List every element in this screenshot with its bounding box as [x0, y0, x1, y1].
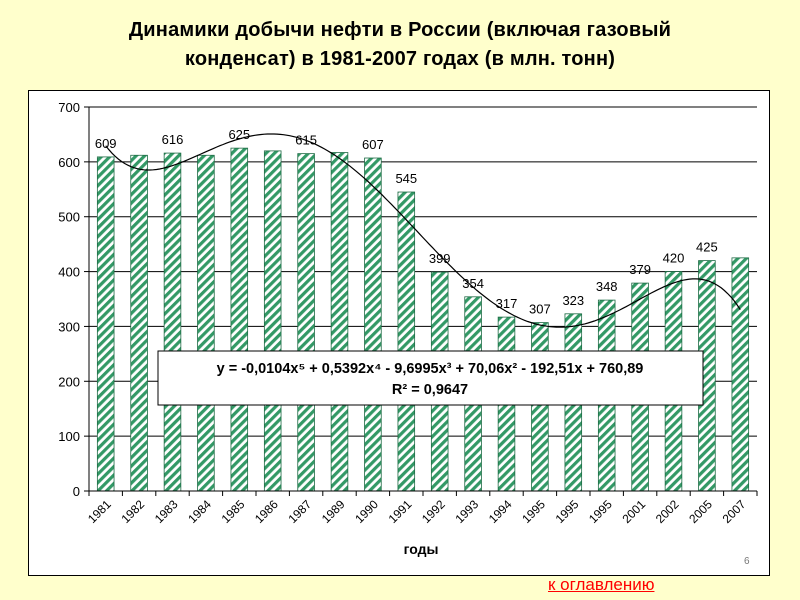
- x-tick-label: 1995: [586, 497, 615, 526]
- data-label: 399: [429, 251, 451, 266]
- y-tick-label: 300: [58, 319, 80, 334]
- page-title: Динамики добычи нефти в России (включая …: [0, 16, 800, 74]
- x-tick-label: 2002: [653, 497, 682, 526]
- title-line-1: Динамики добычи нефти в России (включая …: [128, 19, 672, 41]
- bar: [163, 152, 182, 492]
- bar: [731, 257, 750, 492]
- x-tick-label: 2007: [720, 497, 749, 526]
- x-tick-label: 2005: [686, 497, 715, 526]
- bar: [330, 152, 349, 492]
- data-label: 625: [228, 127, 250, 142]
- x-tick-label: 1987: [285, 497, 314, 526]
- x-tick-label: 1981: [85, 497, 114, 526]
- trendline-equation-box: [157, 350, 704, 406]
- chart-frame: 0 100 200 300 400 500 600 700 1981 1982 1983 1984 19…: [28, 90, 770, 576]
- x-tick-label: 1990: [352, 497, 381, 526]
- y-tick-label: 400: [58, 265, 80, 280]
- trendline: [105, 133, 741, 328]
- y-tick-label: 700: [58, 100, 80, 115]
- x-tick-label: 1991: [386, 497, 415, 526]
- y-tick-label: 100: [58, 429, 80, 444]
- y-tick-label: 600: [58, 155, 80, 170]
- data-label: 379: [629, 262, 651, 277]
- y-tick-label: 200: [58, 374, 80, 389]
- y-tick-label: 0: [73, 484, 80, 499]
- bar: [397, 191, 416, 492]
- data-label: 354: [462, 276, 484, 291]
- x-tick-label: 1989: [319, 497, 348, 526]
- x-tick-label: 2001: [619, 497, 648, 526]
- data-label: 425: [696, 240, 718, 255]
- bar: [96, 156, 115, 492]
- table-of-contents-link[interactable]: к оглавлению: [548, 575, 655, 594]
- bar: [130, 154, 148, 492]
- x-tick-label: 1992: [419, 497, 448, 526]
- trendline-r-squared: R² = 0,9647: [392, 382, 468, 398]
- data-label: 420: [663, 251, 685, 266]
- bar: [364, 157, 382, 492]
- data-label: 607: [362, 137, 384, 152]
- data-label: 307: [529, 302, 551, 317]
- data-label: 545: [395, 171, 417, 186]
- x-tick-label: 1985: [219, 497, 248, 526]
- x-tick-label: 1984: [185, 497, 214, 526]
- bar: [263, 150, 282, 492]
- y-tick-label: 500: [58, 210, 80, 225]
- x-axis-title: годы: [404, 541, 439, 557]
- x-tick-label: 1983: [152, 497, 181, 526]
- bar: [297, 153, 315, 492]
- bar: [531, 322, 549, 492]
- x-tick-label: 1986: [252, 497, 281, 526]
- x-tick-label: 1995: [553, 497, 582, 526]
- x-tick-label: 1993: [452, 497, 481, 526]
- x-tick-label: 1995: [519, 497, 548, 526]
- page-number: 6: [744, 556, 750, 567]
- data-label: 317: [496, 296, 518, 311]
- title-line-2: конденсат) в 1981-2007 годах (в млн. тон…: [184, 48, 616, 70]
- data-label: 609: [95, 136, 117, 151]
- x-tick-label: 1982: [118, 497, 147, 526]
- x-tick-label: 1994: [486, 497, 515, 526]
- trendline-equation: y = -0,0104x⁵ + 0,5392x⁴ - 9,6995x³ + 70…: [217, 361, 644, 377]
- bar: [230, 147, 249, 492]
- data-label: 616: [162, 132, 184, 147]
- data-label: 348: [596, 279, 618, 294]
- data-label: 323: [562, 293, 584, 308]
- bar: [197, 154, 215, 492]
